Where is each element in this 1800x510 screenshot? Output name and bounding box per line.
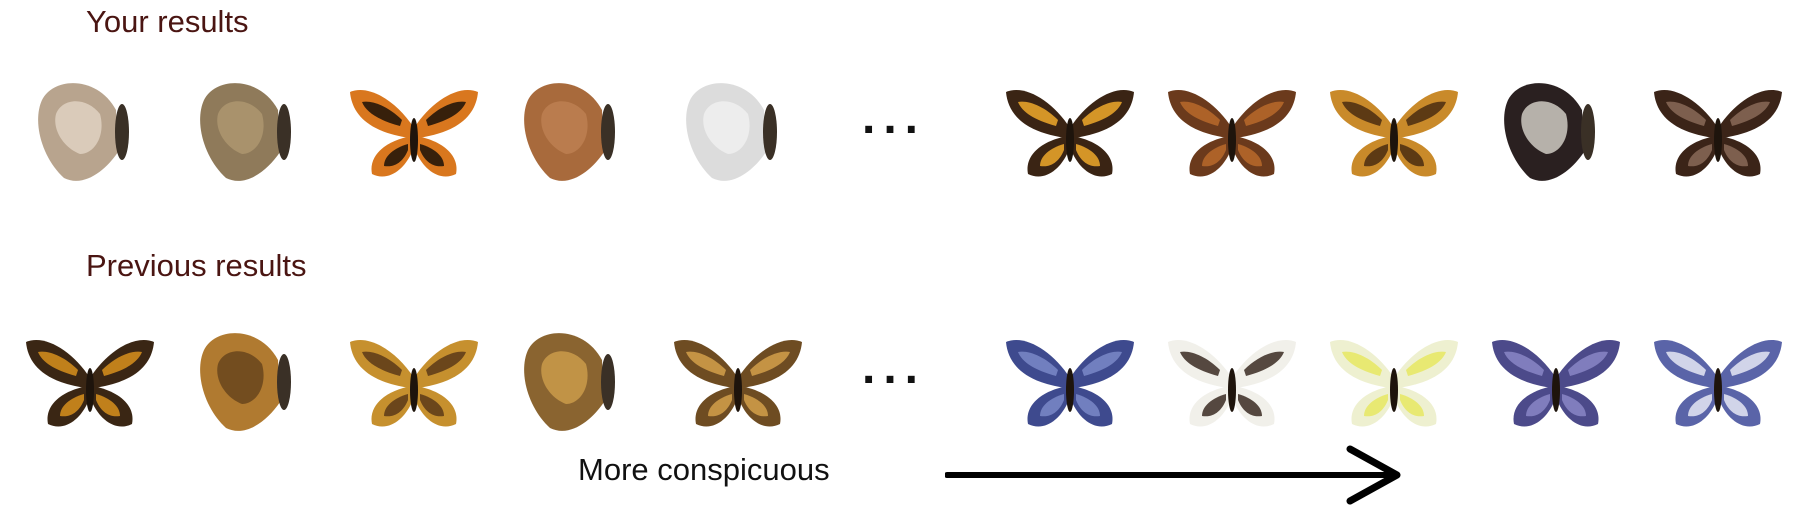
butterfly-image-dark-skipper-open xyxy=(20,320,160,450)
butterfly-image-brown-side-view xyxy=(182,70,322,200)
butterfly-image-orange-banded-dark xyxy=(1000,70,1140,200)
previous-results-title: Previous results xyxy=(86,248,307,283)
butterfly-image-monarch xyxy=(344,70,484,200)
butterfly-image-tawny-skipper xyxy=(344,320,484,450)
conspicuity-arrow-icon xyxy=(945,445,1401,505)
previous-results-ellipsis: ... xyxy=(862,341,927,394)
butterfly-image-dark-brown-white-spots xyxy=(1648,70,1788,200)
butterfly-image-brown-skipper-side xyxy=(506,320,646,450)
butterfly-image-white-dark-border xyxy=(1162,320,1302,450)
butterfly-image-purple-blue xyxy=(1486,320,1626,450)
your-results-title: Your results xyxy=(86,4,249,39)
butterfly-image-white-side-view xyxy=(668,70,808,200)
your-results-row xyxy=(0,70,1800,200)
previous-results-row xyxy=(0,320,1800,450)
axis-label: More conspicuous xyxy=(578,452,830,487)
butterfly-image-banded-skipper xyxy=(668,320,808,450)
butterfly-image-orange-skipper-side xyxy=(182,320,322,450)
butterfly-image-orange-skipper xyxy=(1324,70,1464,200)
butterfly-image-brown-eyespot xyxy=(1162,70,1302,200)
butterfly-image-blue-morpho-small xyxy=(1000,320,1140,450)
butterfly-image-dead-leaf xyxy=(506,70,646,200)
butterfly-image-pale-mottled-side-view xyxy=(20,70,160,200)
butterfly-image-yellow-white xyxy=(1324,320,1464,450)
butterfly-image-white-jezebel xyxy=(1486,70,1626,200)
your-results-ellipsis: ... xyxy=(862,91,927,144)
butterfly-image-blue-white xyxy=(1648,320,1788,450)
